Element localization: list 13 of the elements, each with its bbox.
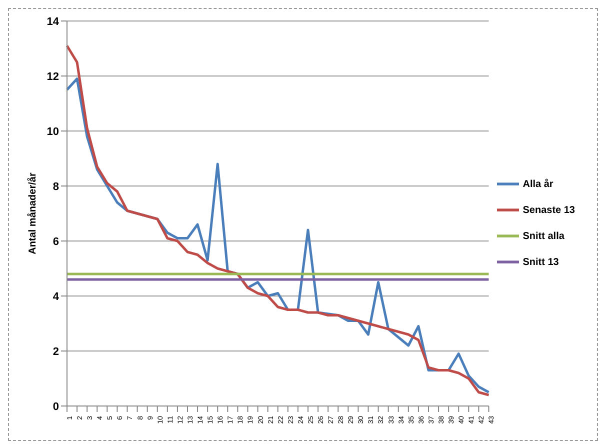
legend-label: Snitt alla [522, 230, 564, 242]
y-tick-label: 12 [46, 70, 59, 83]
legend-label: Alla år [522, 178, 554, 190]
legend-label: Snitt 13 [522, 256, 559, 268]
y-tick-label: 14 [46, 16, 60, 28]
y-tick-label: 2 [52, 346, 59, 358]
y-tick-label: 6 [52, 236, 59, 248]
y-axis-title: Antal månader/år [26, 172, 39, 254]
y-tick-label: 4 [52, 290, 60, 303]
y-tick-label: 8 [52, 180, 59, 193]
legend-label: Senaste 13 [522, 204, 575, 216]
y-tick-label: 10 [46, 126, 59, 138]
y-tick-label: 0 [52, 400, 59, 413]
